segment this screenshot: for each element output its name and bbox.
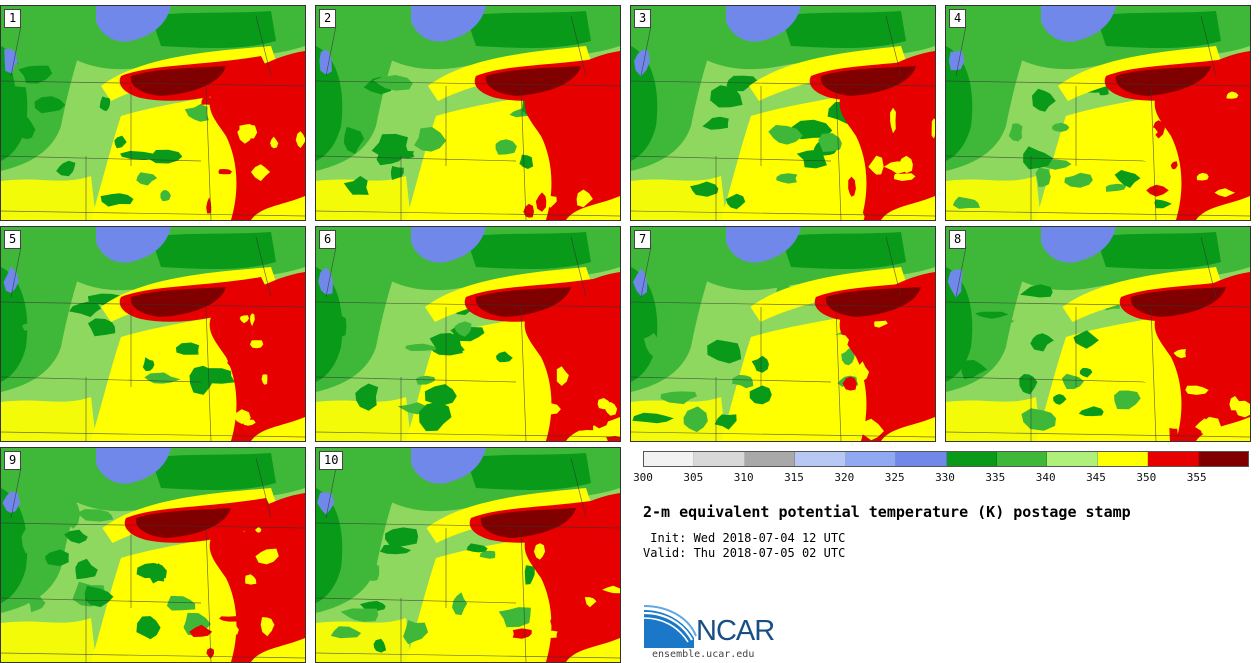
website-link[interactable]: ensemble.ucar.edu — [652, 649, 755, 660]
colorbar-tick-label: 325 — [884, 471, 905, 484]
member-label-5: 5 — [4, 230, 22, 249]
member-label-6: 6 — [319, 230, 337, 249]
member-label-7: 7 — [634, 230, 652, 249]
member-map-4 — [946, 6, 1250, 220]
colorbar-tick-label: 345 — [1086, 471, 1106, 484]
member-panel-4: 4 — [945, 5, 1251, 221]
member-label-9: 9 — [4, 451, 22, 470]
valid-time: Valid: Thu 2018-07-05 02 UTC — [643, 546, 846, 560]
colorbar-tick-label: 335 — [985, 471, 1006, 484]
colorbar-segment — [946, 452, 997, 466]
member-label-3: 3 — [634, 9, 652, 28]
colorbar-segment — [1047, 452, 1098, 466]
member-label-8: 8 — [949, 230, 967, 249]
member-panel-9: 9 — [0, 447, 306, 663]
colorbar-ticks: 300 305 310 315 320 325 330 335 340 345 350 355 — [630, 471, 1260, 485]
colorbar-segment — [1097, 452, 1149, 466]
colorbar-segment — [644, 452, 695, 466]
colorbar-tick-label: 340 — [1035, 471, 1056, 484]
member-label-4: 4 — [949, 9, 967, 28]
member-map-2 — [316, 6, 620, 220]
member-panel-1: 1 — [0, 5, 306, 221]
member-panel-8: 8 — [945, 226, 1251, 442]
colorbar-tick-label: 330 — [935, 471, 955, 484]
colorbar-tick-label: 350 — [1136, 471, 1157, 484]
colorbar-segment — [744, 452, 796, 466]
colorbar-tick-label: 305 — [683, 471, 704, 484]
member-map-6 — [316, 227, 620, 441]
colorbar-segment — [1148, 452, 1199, 466]
colorbar-segment — [845, 452, 897, 466]
colorbar-segment — [996, 452, 1048, 466]
ncar-logo-icon — [643, 605, 697, 648]
colorbar-tick-label: 355 — [1186, 471, 1207, 484]
plot-title: 2-m equivalent potential temperature (K)… — [643, 503, 1131, 521]
member-map-8 — [946, 227, 1250, 441]
member-panel-5: 5 — [0, 226, 306, 442]
member-map-5 — [1, 227, 305, 441]
member-panel-2: 2 — [315, 5, 621, 221]
member-panel-3: 3 — [630, 5, 936, 221]
member-map-3 — [631, 6, 935, 220]
member-map-7 — [631, 227, 935, 441]
member-panel-6: 6 — [315, 226, 621, 442]
member-map-1 — [1, 6, 305, 220]
colorbar-segment — [896, 452, 947, 466]
colorbar-segment — [694, 452, 745, 466]
member-map-9 — [1, 448, 305, 662]
colorbar-tick-label: 320 — [834, 471, 855, 484]
member-label-1: 1 — [4, 9, 22, 28]
colorbar-tick-label: 300 — [633, 471, 653, 484]
colorbar-segment — [795, 452, 846, 466]
member-label-10: 10 — [319, 451, 344, 470]
colorbar-tick-label: 310 — [733, 471, 754, 484]
member-panel-7: 7 — [630, 226, 936, 442]
member-map-10 — [316, 448, 620, 662]
ncar-logo-text: NCAR — [696, 615, 775, 647]
colorbar-segment — [1198, 452, 1249, 466]
member-label-2: 2 — [319, 9, 337, 28]
colorbar-tick-label: 315 — [784, 471, 804, 484]
colorbar — [643, 451, 1249, 467]
member-panel-10: 10 — [315, 447, 621, 663]
init-time: Init: Wed 2018-07-04 12 UTC — [643, 531, 846, 545]
